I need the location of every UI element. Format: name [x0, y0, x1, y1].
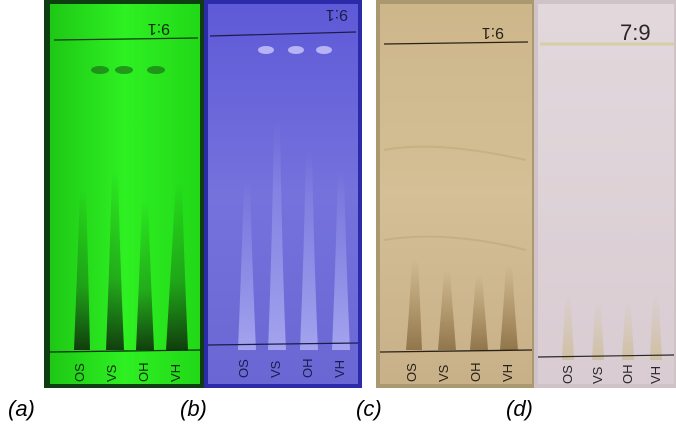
lane-label-d-2: VS	[590, 366, 605, 384]
tlc-plate-b-image: 9:1 OS VS OH VH	[204, 0, 362, 388]
tlc-plate-a-image: 9:1 OS VS OH VH	[44, 0, 204, 388]
lane-label-b-4: VH	[332, 360, 347, 378]
lane-label-d-3: OH	[620, 365, 635, 385]
lane-label-a-1: OS	[72, 363, 87, 382]
panel-label-a: (a)	[8, 396, 35, 421]
lane-label-d-1: OS	[560, 365, 575, 384]
lane-label-a-4: VH	[168, 364, 183, 382]
lane-label-a-3: OH	[136, 363, 151, 383]
lane-label-d-4: VH	[648, 366, 663, 384]
tlc-plate-c: 9:1 OS VS OH VH	[376, 0, 534, 388]
panel-label-d: (d)	[506, 396, 533, 421]
lane-label-a-2: VS	[104, 364, 119, 382]
solvent-ratio-a: 9:1	[148, 20, 170, 37]
lane-label-b-1: OS	[236, 359, 251, 378]
tlc-plate-b: 9:1 OS VS OH VH	[204, 0, 362, 388]
lane-label-c-3: OH	[468, 363, 483, 383]
solvent-ratio-c: 9:1	[482, 24, 504, 41]
lane-label-c-2: VS	[436, 364, 451, 382]
panel-label-c: (c)	[356, 396, 382, 421]
tlc-plate-a: 9:1 OS VS OH VH	[44, 0, 204, 388]
solvent-ratio-b: 9:1	[326, 6, 348, 23]
lane-label-b-3: OH	[300, 359, 315, 379]
tlc-plate-d: 7:9 OS VS OH VH	[534, 0, 676, 388]
tlc-plate-c-image: 9:1 OS VS OH VH	[376, 0, 534, 388]
lane-label-c-4: VH	[500, 364, 515, 382]
solvent-ratio-d: 7:9	[620, 20, 651, 45]
tlc-plate-d-image: 7:9 OS VS OH VH	[534, 0, 676, 388]
panel-label-b: (b)	[180, 396, 207, 421]
lane-label-b-2: VS	[268, 360, 283, 378]
lane-label-c-1: OS	[404, 363, 419, 382]
